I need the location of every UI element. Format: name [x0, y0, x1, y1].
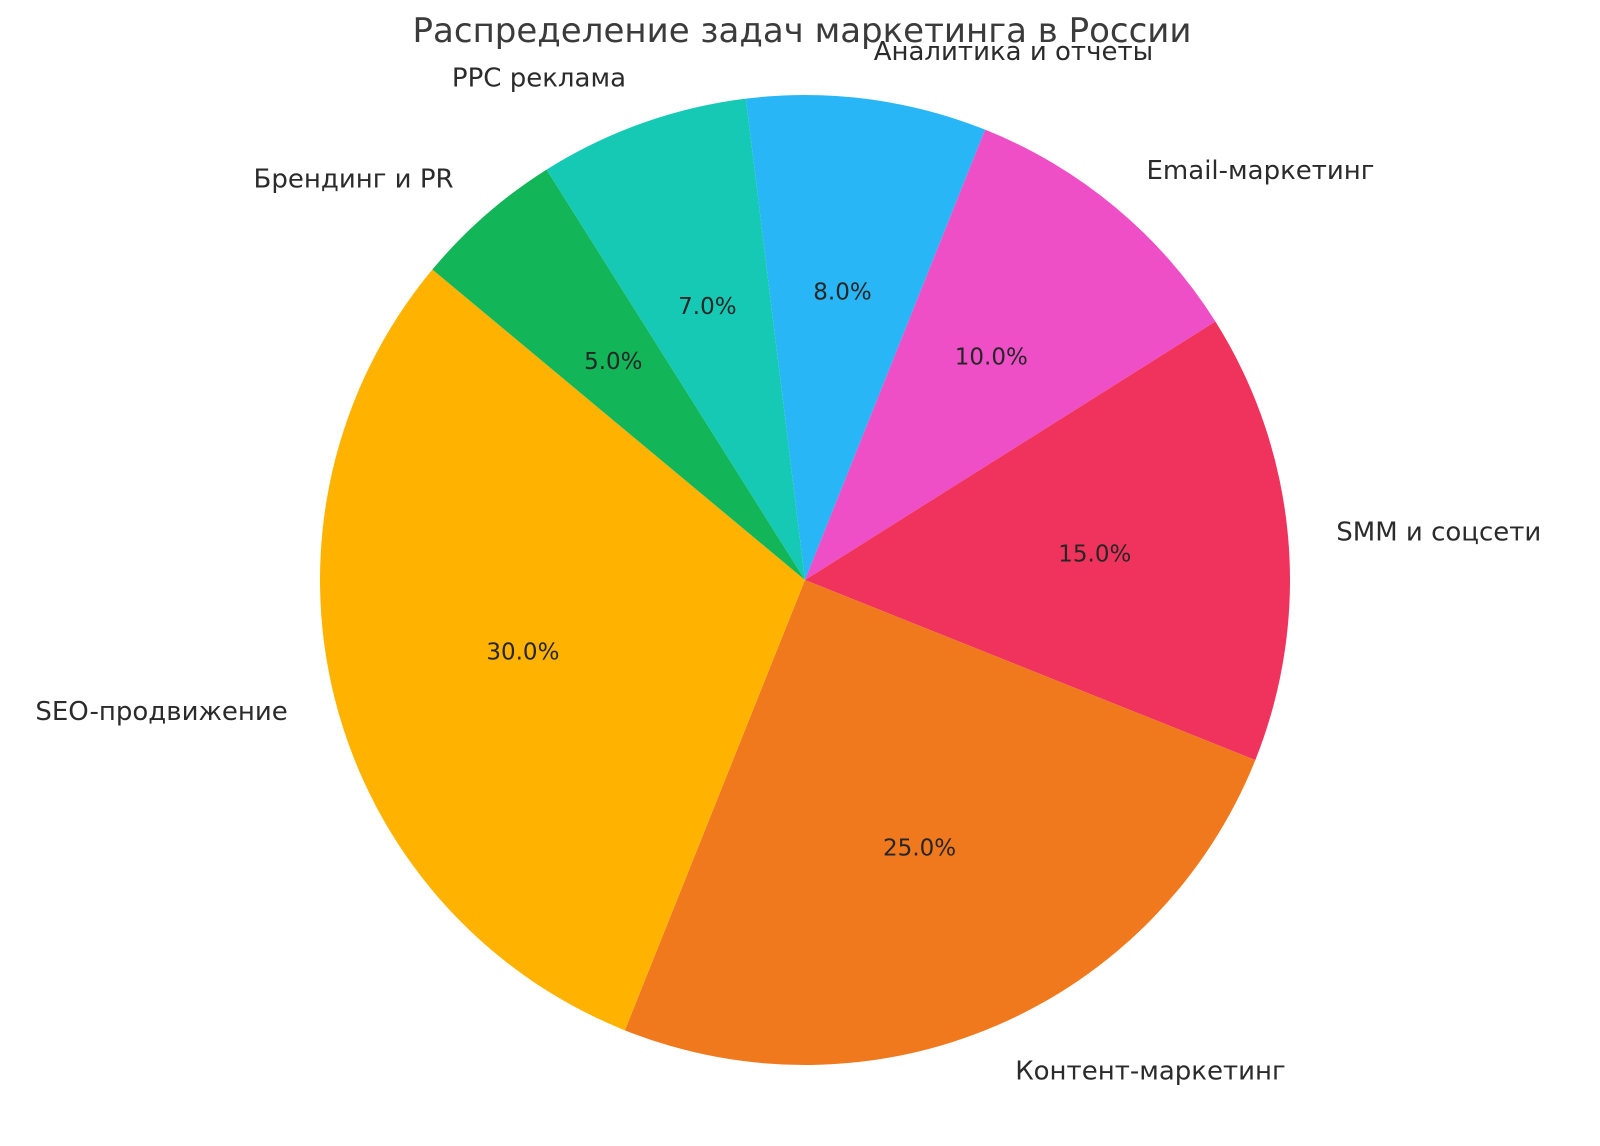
slice-label: Контент-маркетинг — [1015, 1057, 1285, 1087]
pie-slice — [624, 580, 1256, 1066]
slice-percent: 7.0% — [678, 294, 736, 320]
slice-label: SMM и соцсети — [1336, 518, 1541, 548]
pie-slice — [546, 98, 805, 581]
pie-slice — [745, 95, 986, 580]
pie-slice — [805, 321, 1290, 761]
slice-percent: 15.0% — [1058, 542, 1131, 568]
slice-percent: 25.0% — [883, 836, 956, 862]
pie-slice — [432, 169, 805, 580]
slice-label: Email-маркетинг — [1147, 156, 1375, 186]
slice-label: PPC реклама — [452, 64, 626, 94]
slice-label: Аналитика и отчеты — [874, 37, 1153, 67]
slice-percent: 5.0% — [584, 349, 642, 375]
slice-percent: 8.0% — [813, 279, 871, 305]
slice-label: SEO-продвижение — [35, 697, 287, 727]
pie-labels-group: Аналитика и отчеты 8.0% Email-маркетинг 10.… — [35, 37, 1541, 1087]
pie-slice — [319, 269, 805, 1031]
chart-title: Распределение задач маркетинга в России — [413, 11, 1192, 51]
pie-slice — [805, 129, 1216, 580]
slice-percent: 10.0% — [955, 344, 1028, 370]
pie-slices-group — [319, 95, 1290, 1066]
slice-label: Брендинг и PR — [254, 165, 454, 195]
slice-percent: 30.0% — [486, 639, 559, 665]
